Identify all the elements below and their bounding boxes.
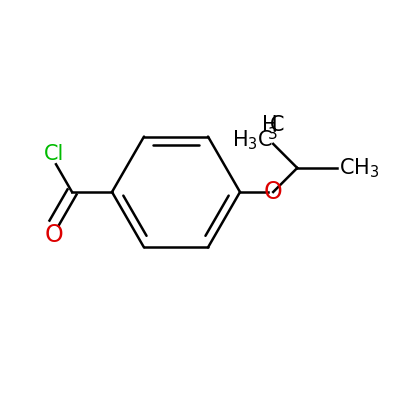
Text: 3: 3 [267, 126, 277, 142]
Text: O: O [264, 180, 282, 204]
Text: $\mathregular{H_3C}$: $\mathregular{H_3C}$ [232, 128, 273, 152]
Text: $\mathregular{CH_3}$: $\mathregular{CH_3}$ [339, 156, 380, 180]
Text: C: C [270, 115, 284, 135]
Text: O: O [45, 223, 63, 247]
Text: H: H [262, 115, 278, 135]
Text: Cl: Cl [44, 144, 64, 164]
